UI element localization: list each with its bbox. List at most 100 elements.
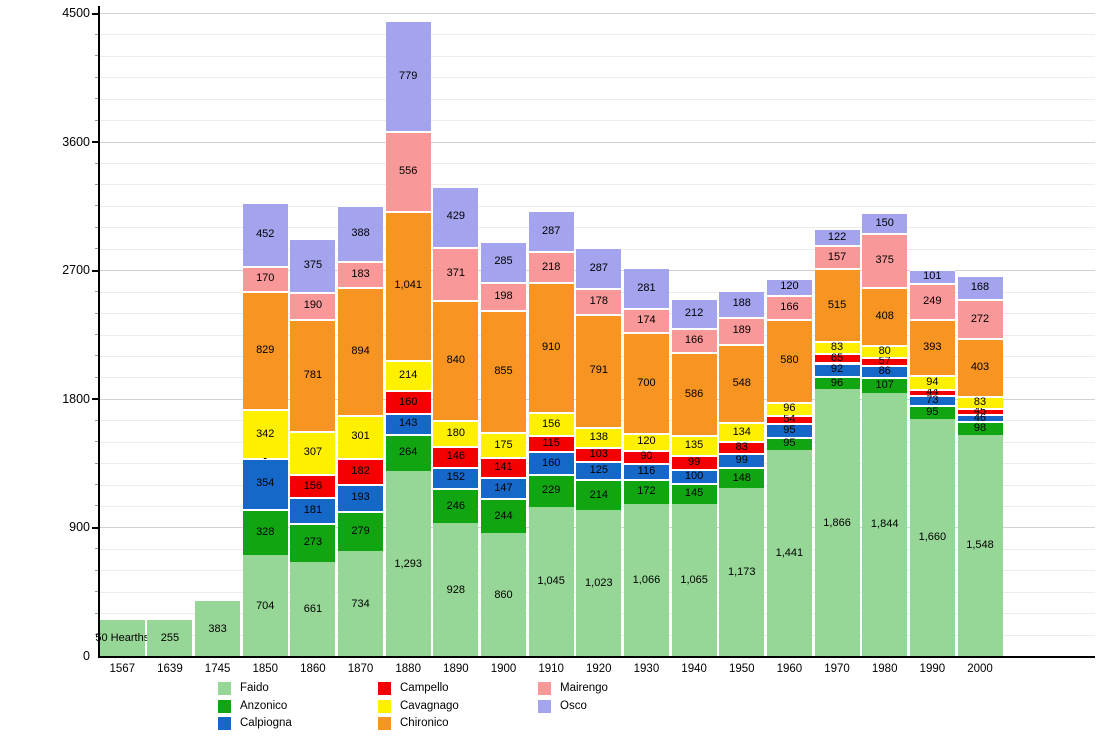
x-axis-label: 1745 (204, 663, 231, 675)
bar-segment-cavagnago (385, 359, 431, 391)
bar-segment-faido (290, 561, 336, 656)
bar-value-label-cavagnago: 175 (494, 438, 513, 451)
legend-label: Chironico (400, 717, 449, 730)
y-tick (92, 141, 98, 144)
x-axis-label: 1940 (681, 663, 707, 675)
bar-segment-calpiogna (957, 414, 1003, 421)
bar-value-label-osco: 287 (541, 224, 561, 237)
bar-segment-mairengo (242, 266, 288, 291)
x-axis-label: 1880 (395, 663, 421, 675)
bar-value-label-calpiogna: 95 (783, 423, 796, 436)
y-tick (95, 505, 98, 507)
bar-segment-faido (814, 389, 860, 656)
y-tick (95, 334, 98, 335)
bar-segment-anzonico (242, 508, 288, 556)
bar-value-label-chironico: 408 (875, 310, 894, 323)
bar-value-label-mairengo: 178 (589, 295, 608, 308)
bar-segment-chironico (671, 351, 717, 436)
bar-segment-anzonico (290, 522, 336, 562)
x-axis-label: 1567 (109, 663, 136, 675)
bar-value-label-anzonico: 273 (303, 536, 323, 549)
y-tick (95, 612, 98, 614)
bar-value-label-faido: 734 (351, 597, 370, 610)
legend-swatch-campello (378, 682, 391, 696)
bar-segment-calpiogna (862, 364, 908, 378)
bar-segment-chironico (766, 318, 812, 402)
bar-value-label-osco: 212 (684, 306, 704, 319)
bar-segment-cavagnago (957, 395, 1003, 408)
bar-value-label-mairengo: 189 (732, 324, 751, 337)
bar-segment-faido (719, 488, 765, 656)
bar-value-label-faido: 255 (160, 631, 180, 644)
gridline (98, 34, 1095, 36)
bar-segment-anzonico (528, 473, 574, 507)
bar-value-label-mairengo: 249 (923, 295, 942, 308)
bar-segment-campello (719, 441, 765, 454)
bar-segment-anzonico (433, 488, 479, 524)
bar-value-label-cavagnago: 96 (783, 402, 796, 415)
y-tick (95, 376, 98, 378)
bar-segment-chironico (719, 343, 765, 423)
legend-swatch-chironico (378, 717, 391, 731)
legend-swatch-faido (218, 682, 231, 696)
x-axis-label: 1960 (776, 663, 803, 675)
bar-segment-anzonico (576, 479, 622, 510)
bar-segment-faido (99, 620, 145, 656)
bar-segment-chironico (481, 309, 526, 433)
bar-value-label-mairengo: 218 (541, 260, 561, 273)
bar-value-label-anzonico: 148 (732, 471, 751, 484)
bar-value-label-mairengo: 272 (970, 312, 990, 325)
bar-segment-anzonico (481, 498, 526, 534)
bar-segment-anzonico (338, 511, 384, 552)
bar-segment-cavagnago (623, 432, 669, 450)
legend-label: Anzonico (240, 699, 288, 712)
x-axis-label: 2000 (967, 663, 993, 675)
y-tick (92, 526, 98, 529)
bar-value-label-faido: 383 (208, 622, 227, 635)
y-tick (95, 119, 98, 121)
bar-value-label-campello: 103 (589, 448, 608, 461)
y-axis-label: 3600 (62, 134, 90, 149)
x-axis-label: 1910 (538, 663, 564, 675)
legend-label: Campello (400, 682, 449, 695)
bar-value-label-chironico: 840 (446, 353, 466, 366)
bar-value-label-chironico: 1,041 (394, 279, 422, 292)
bar-segment-anzonico (814, 375, 860, 390)
bar-segment-calpiogna (814, 362, 860, 376)
bar-value-label-faido: 1,844 (870, 518, 899, 531)
legend-item-mairengo: Mairengo (538, 680, 698, 698)
bar-segment-mairengo (766, 294, 812, 319)
bar-value-label-osco: 122 (827, 230, 847, 243)
x-axis-label: 1870 (347, 663, 374, 675)
y-axis (98, 6, 100, 658)
bar-value-label-calpiogna: 73 (926, 394, 939, 406)
bar-value-label-anzonico: 145 (684, 487, 704, 500)
bar-value-label-cavagnago: 135 (684, 439, 704, 452)
bar-value-label-cavagnago: 83 (973, 395, 987, 408)
bar-segment-mairengo (814, 245, 860, 268)
bar-segment-anzonico (623, 479, 669, 504)
bar-value-label-chironico: 894 (351, 344, 370, 357)
bar-value-label-anzonico: 246 (446, 499, 466, 512)
x-axis-label: 1890 (443, 663, 469, 675)
bar-value-label-faido: 1,173 (727, 566, 756, 579)
bar-value-label-anzonico: 244 (494, 509, 513, 522)
x-axis-label: 1990 (919, 663, 946, 675)
legend-label: Cavagnago (400, 699, 459, 712)
legend-item-anzonico: Anzonico (218, 698, 378, 716)
bar-segment-chironico (528, 282, 574, 413)
bar-segment-cavagnago (338, 414, 384, 458)
bar-segment-cavagnago (242, 409, 288, 458)
y-tick (95, 55, 98, 57)
bar-segment-chironico (290, 318, 336, 431)
bar-value-label-anzonico: 107 (875, 378, 894, 391)
bar-value-label-mairengo: 556 (399, 165, 418, 178)
bar-value-label-calpiogna: 193 (351, 491, 370, 504)
legend-swatch-osco (538, 699, 551, 713)
y-tick (95, 634, 98, 636)
bar-segment-mairengo (862, 233, 908, 288)
legend-item-chironico: Chironico (378, 715, 538, 733)
y-tick (95, 98, 98, 100)
bar-value-label-chironico: 586 (684, 387, 704, 400)
legend-swatch-mairengo (538, 682, 551, 696)
